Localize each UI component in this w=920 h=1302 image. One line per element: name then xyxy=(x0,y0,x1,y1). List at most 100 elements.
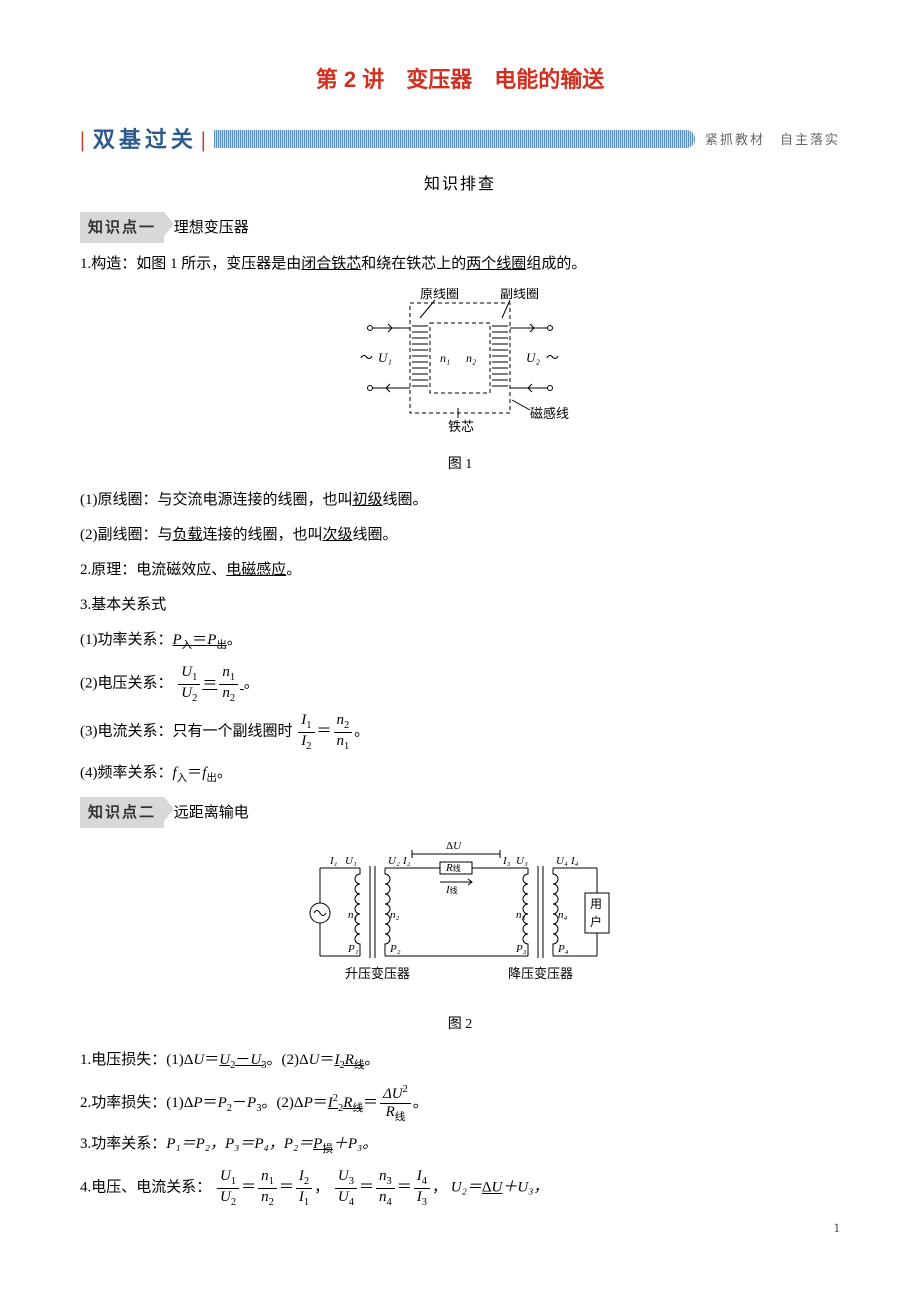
k1-line-4: 3.基本关系式 xyxy=(80,592,840,619)
text: 和绕在铁芯上的 xyxy=(361,256,466,272)
bottom-line-3: 3.功率关系：P₁＝P₂，P₃＝P₄，P₂＝P损＋P₃。 xyxy=(80,1131,840,1160)
l-p1: P₁ xyxy=(347,943,359,955)
text: 线圈。 xyxy=(353,527,398,543)
var: U xyxy=(309,1052,320,1068)
knowledge-tag-2: 知识点二 xyxy=(80,797,164,828)
underline: I2R线 xyxy=(334,1052,364,1068)
figure-1: 原线圈 副线圈 ～ U₁ U₂ ～ n₁ n₂ 磁感线 铁芯 图 1 xyxy=(80,288,840,477)
minus: － xyxy=(232,1095,247,1111)
knowledge-2-title: 远距离输电 xyxy=(174,805,249,821)
label-secondary: 副线圈 xyxy=(500,288,539,301)
l-n4: n₄ xyxy=(558,909,568,921)
text: 2.功率损失：(1)Δ xyxy=(80,1095,193,1111)
var: P xyxy=(247,1095,256,1111)
var: U xyxy=(193,1052,204,1068)
voltage-ratio: U1U2＝n1n2 xyxy=(176,676,244,692)
text: (1)功率关系： xyxy=(80,632,173,648)
underline: 闭合铁芯 xyxy=(301,256,361,272)
text: (2)电压关系： xyxy=(80,676,173,692)
underline: 电磁感应 xyxy=(226,562,286,578)
text: (2)副线圈：与 xyxy=(80,527,173,543)
frac-n12: n1n2 xyxy=(258,1168,277,1208)
eq: ＝ xyxy=(204,1052,219,1068)
l-u2: U₂ xyxy=(388,855,400,867)
bottom-line-2: 2.功率损失：(1)ΔP＝P2－P3。(2)ΔP＝I22R线＝ΔU2R线。 xyxy=(80,1084,840,1123)
text: 1.构造：如图 1 所示，变压器是由 xyxy=(80,256,301,272)
label-n1: n₁ xyxy=(440,351,450,365)
frac-n34: n3n4 xyxy=(376,1168,395,1208)
k1-line-2: (2)副线圈：与负载连接的线圈，也叫次级线圈。 xyxy=(80,522,840,549)
label-rline: R线 xyxy=(445,862,461,874)
text: 4.电压、电流关系： xyxy=(80,1180,211,1196)
underline: I22R线 xyxy=(328,1095,363,1111)
banner-stripe xyxy=(214,130,695,148)
underline: 两个线圈 xyxy=(466,256,526,272)
underline: P损 xyxy=(313,1136,333,1152)
l-i3: I₃ xyxy=(502,855,511,867)
k1-line-8: (4)频率关系：f入＝f出。 xyxy=(80,760,840,789)
k1-line-5: (1)功率关系：P入＝P出。 xyxy=(80,627,840,656)
transmission-diagram: ΔU R线 I线 用 户 xyxy=(290,838,630,998)
label-tilde-r: ～ xyxy=(546,350,559,365)
sub: 出 xyxy=(206,773,217,784)
text: 。 xyxy=(354,724,369,740)
eq: ＝ xyxy=(313,1095,328,1111)
text: ＋P₃。 xyxy=(333,1136,377,1152)
l-n3: n₃ xyxy=(516,909,526,921)
l-u1: U₁ xyxy=(345,855,357,867)
expr: U₂＝ xyxy=(451,1180,482,1196)
text: (3)电流关系：只有一个副线圈时 xyxy=(80,724,293,740)
knowledge-2-heading: 知识点二 远距离输电 xyxy=(80,797,840,828)
figure-1-caption: 图 1 xyxy=(80,452,840,477)
text: 。 xyxy=(413,1095,428,1111)
l-up: 升压变压器 xyxy=(345,966,410,981)
k1-line-7: (3)电流关系：只有一个副线圈时 I1I2＝n2n1。 xyxy=(80,712,840,752)
text: 3.功率关系： xyxy=(80,1136,166,1152)
label-u2: U₂ xyxy=(526,350,540,365)
underline: ΔU xyxy=(482,1180,503,1196)
text: 。 xyxy=(364,1052,379,1068)
var: P xyxy=(193,1095,202,1111)
text: 。 xyxy=(227,632,242,648)
label-iline: I线 xyxy=(445,884,458,896)
page-number: 1 xyxy=(834,1216,841,1239)
eq: ＝ xyxy=(319,1052,334,1068)
text: 1.电压损失：(1)Δ xyxy=(80,1052,193,1068)
eq: ＝ xyxy=(187,765,202,781)
label-dU: ΔU xyxy=(446,840,462,852)
l-i1: I₁ xyxy=(329,855,338,867)
frac-du2-r: ΔU2R线 xyxy=(380,1084,411,1123)
var: P xyxy=(304,1095,313,1111)
figure-2: ΔU R线 I线 用 户 xyxy=(80,838,840,1037)
current-ratio-l: I1I2 xyxy=(298,712,314,752)
underline: P入＝P出 xyxy=(173,632,227,648)
label-user2: 户 xyxy=(590,914,602,929)
l-n2: n₂ xyxy=(390,909,400,921)
figure-2-caption: 图 2 xyxy=(80,1012,840,1037)
l-n1: n₁ xyxy=(348,909,358,921)
lesson-title: 第 2 讲 变压器 电能的输送 xyxy=(80,60,840,100)
label-u1: U₁ xyxy=(378,350,392,365)
subheader: 知识排查 xyxy=(80,171,840,200)
underline: 负载 xyxy=(173,527,203,543)
sub: 入 xyxy=(177,773,188,784)
text: 线圈。 xyxy=(383,492,428,508)
underline: U2－U3 xyxy=(219,1052,266,1068)
text: (1)原线圈：与交流电源连接的线圈，也叫 xyxy=(80,492,353,508)
l-i2: I₂ xyxy=(402,855,411,867)
text: 连接的线圈，也叫 xyxy=(203,527,323,543)
expr: P₁＝P₂，P₃＝P₄，P₂＝ xyxy=(166,1136,313,1152)
knowledge-tag-1: 知识点一 xyxy=(80,212,164,243)
comma: ， xyxy=(314,1180,329,1196)
text: 。 xyxy=(286,562,301,578)
l-u4: U₄ xyxy=(556,855,568,867)
k1-line-3: 2.原理：电流磁效应、电磁感应。 xyxy=(80,557,840,584)
label-primary: 原线圈 xyxy=(420,288,459,301)
frac-u34: U3U4 xyxy=(335,1168,357,1208)
k1-p1: 1.构造：如图 1 所示，变压器是由闭合铁芯和绕在铁芯上的两个线圈组成的。 xyxy=(80,251,840,278)
label-tilde-l: ～ xyxy=(360,350,373,365)
k1-line-1: (1)原线圈：与交流电源连接的线圈，也叫初级线圈。 xyxy=(80,487,840,514)
bottom-line-4: 4.电压、电流关系： U1U2＝n1n2＝I2I1， U3U4＝n3n4＝I4I… xyxy=(80,1168,840,1208)
l-down: 降压变压器 xyxy=(508,966,573,981)
text: 2.原理：电流磁效应、 xyxy=(80,562,226,578)
